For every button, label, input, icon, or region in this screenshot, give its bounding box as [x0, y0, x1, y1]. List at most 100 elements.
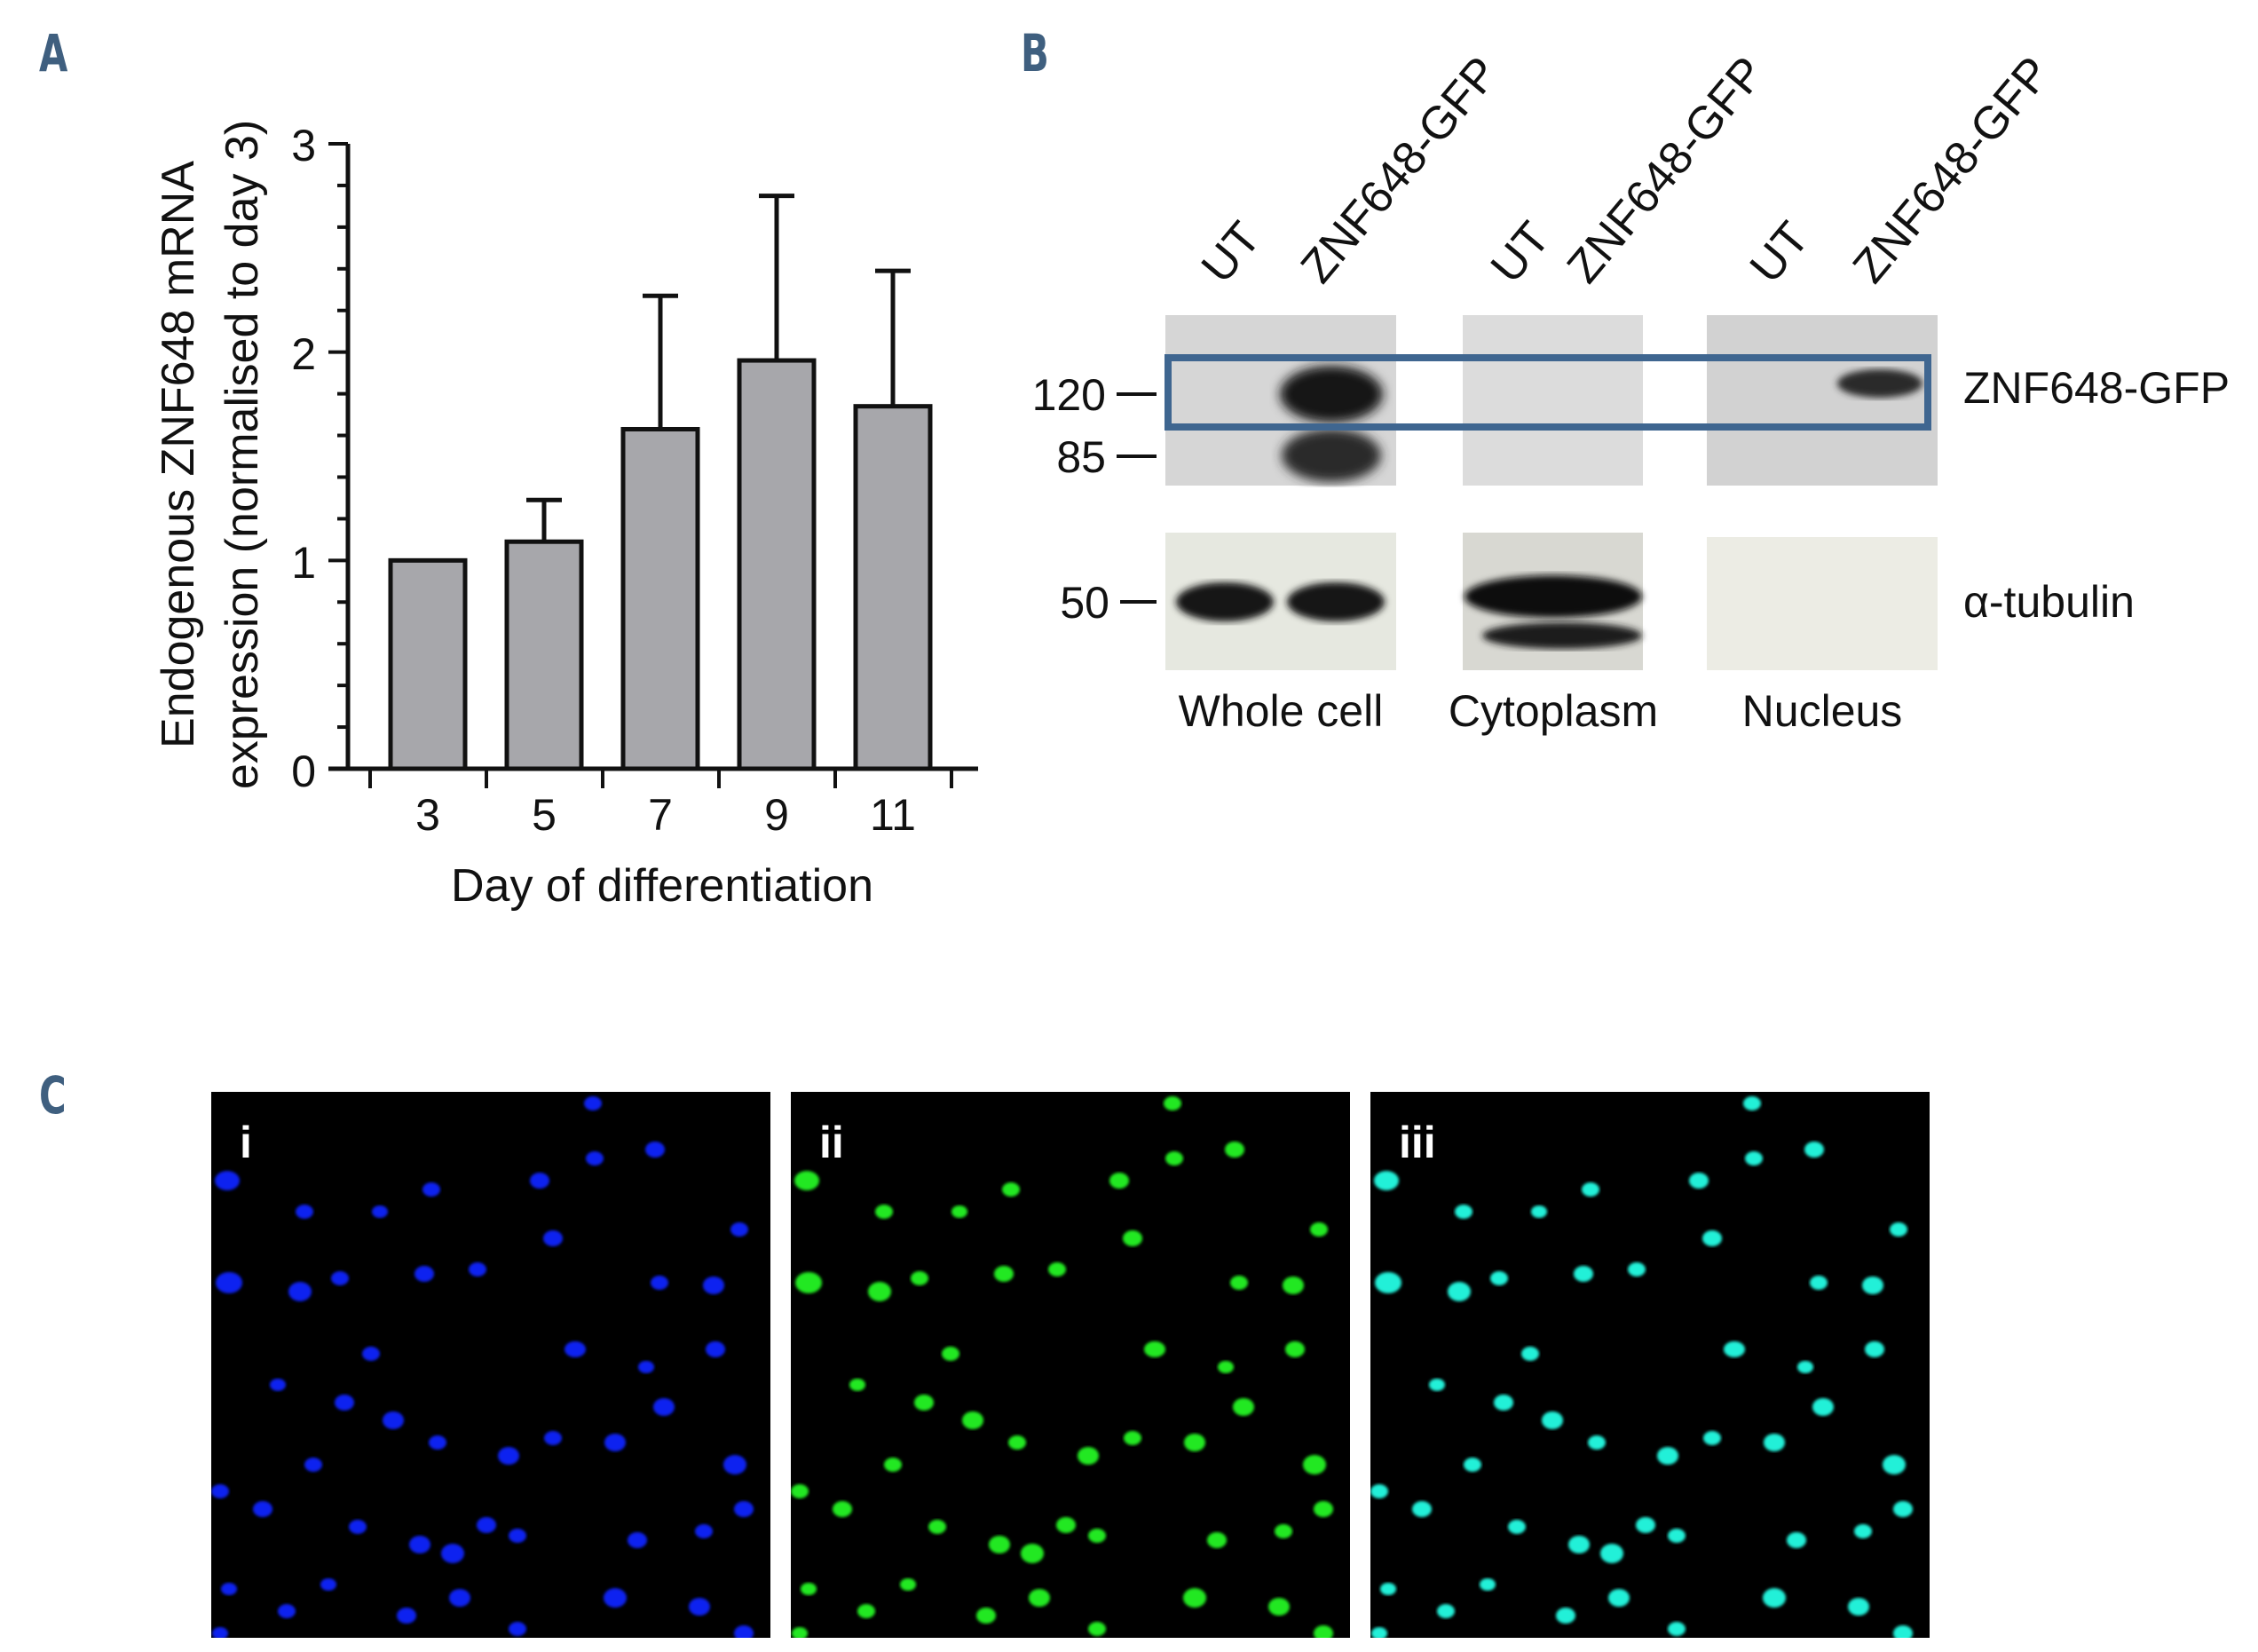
cell	[1021, 1544, 1044, 1563]
x-tick-label: 3	[415, 790, 440, 840]
cell	[1848, 1598, 1869, 1616]
cell	[1437, 1604, 1455, 1618]
cell	[1412, 1501, 1432, 1517]
lane-label: UT	[1481, 212, 1560, 292]
blot-band-tubulin-cytoplasm-lower	[1482, 622, 1642, 649]
cell	[212, 1627, 228, 1638]
cell	[1380, 1583, 1396, 1595]
cell	[221, 1583, 237, 1595]
cell	[543, 1230, 563, 1246]
blot-membrane-nucleus-bottom	[1707, 537, 1938, 670]
cell	[868, 1282, 891, 1301]
blot-band-tubulin-znf	[1287, 582, 1385, 621]
microscopy-panel-ii: ii	[791, 1092, 1350, 1638]
cells-image	[1370, 1096, 1913, 1638]
cell	[253, 1501, 272, 1517]
cell	[1314, 1625, 1333, 1638]
cell	[498, 1447, 519, 1465]
cell	[1854, 1524, 1872, 1538]
cell	[349, 1520, 367, 1534]
cell	[1883, 1455, 1906, 1474]
cell	[849, 1379, 865, 1391]
cell	[1556, 1608, 1575, 1624]
cell	[1494, 1395, 1513, 1411]
cell	[1374, 1171, 1399, 1190]
cell	[653, 1398, 675, 1416]
panel-a-label: A	[39, 23, 68, 83]
cell	[911, 1271, 928, 1285]
cell	[795, 1272, 822, 1293]
x-tick-label: 7	[648, 790, 673, 840]
panel-b-label: B	[1021, 23, 1049, 83]
bar	[620, 426, 700, 771]
bars	[388, 194, 933, 771]
cell	[509, 1529, 526, 1543]
fraction-label: Cytoplasm	[1449, 686, 1658, 736]
highlight-box	[1165, 354, 1931, 431]
cell	[1480, 1578, 1496, 1591]
fraction-label: Whole cell	[1179, 686, 1384, 736]
x-ticks: 3 5 7 9 11	[415, 790, 916, 840]
cell	[706, 1341, 725, 1357]
cell	[477, 1517, 496, 1533]
cell	[1314, 1501, 1333, 1517]
cell	[335, 1395, 354, 1411]
cell	[951, 1205, 967, 1218]
y-tick-label: 2	[291, 329, 316, 379]
cell	[1542, 1411, 1563, 1429]
cell	[1508, 1520, 1526, 1534]
cell	[1078, 1447, 1099, 1465]
blot-band-tubulin-cytoplasm-upper	[1465, 575, 1642, 618]
cell	[1303, 1455, 1326, 1474]
x-axis-label: Day of differentiation	[451, 860, 873, 912]
cell	[1370, 1484, 1388, 1498]
microscopy-panel-iii: iii	[1370, 1092, 1930, 1638]
cell	[270, 1379, 286, 1391]
cell	[296, 1205, 313, 1219]
cell	[801, 1583, 817, 1595]
blot-membrane-cytoplasm-top	[1463, 315, 1643, 486]
cells-image	[211, 1096, 754, 1638]
cell	[1582, 1182, 1599, 1197]
cell	[1521, 1347, 1539, 1361]
target-label: α-tubulin	[1963, 577, 2135, 627]
cell	[414, 1266, 434, 1282]
x-tick-label: 11	[870, 790, 916, 840]
cell	[1862, 1277, 1883, 1294]
cell	[1636, 1517, 1655, 1533]
cell	[216, 1272, 242, 1293]
cell	[372, 1205, 388, 1218]
cell	[1628, 1262, 1646, 1277]
cell	[989, 1536, 1010, 1553]
cell	[604, 1588, 627, 1608]
cell	[1448, 1282, 1471, 1301]
cell	[1310, 1222, 1328, 1237]
cell	[1702, 1230, 1722, 1246]
marker-label: 85	[1056, 432, 1106, 482]
cell	[1207, 1532, 1227, 1548]
cell	[1743, 1096, 1761, 1111]
cell	[1088, 1622, 1106, 1636]
cell	[1144, 1341, 1165, 1357]
cell	[1600, 1544, 1623, 1563]
cell	[320, 1578, 336, 1591]
cell	[1056, 1517, 1076, 1533]
cell	[1893, 1501, 1913, 1517]
cell	[1165, 1151, 1183, 1166]
cell	[734, 1501, 754, 1517]
cell	[962, 1411, 983, 1429]
y-ticks: 0 1 2 3	[291, 121, 316, 796]
cell	[730, 1222, 748, 1237]
cell	[1668, 1622, 1686, 1636]
cell	[1890, 1222, 1907, 1237]
y-axis-label-line2: expression (normalised to day 3)	[217, 120, 268, 789]
y-tick-label: 1	[291, 538, 316, 588]
cell	[1008, 1435, 1026, 1450]
cell	[1490, 1271, 1508, 1285]
blot-band-whole-cell-120	[1280, 366, 1383, 423]
cell	[791, 1484, 809, 1498]
cell	[278, 1604, 296, 1618]
microscopy-label: i	[240, 1118, 252, 1167]
cell	[1371, 1627, 1387, 1638]
